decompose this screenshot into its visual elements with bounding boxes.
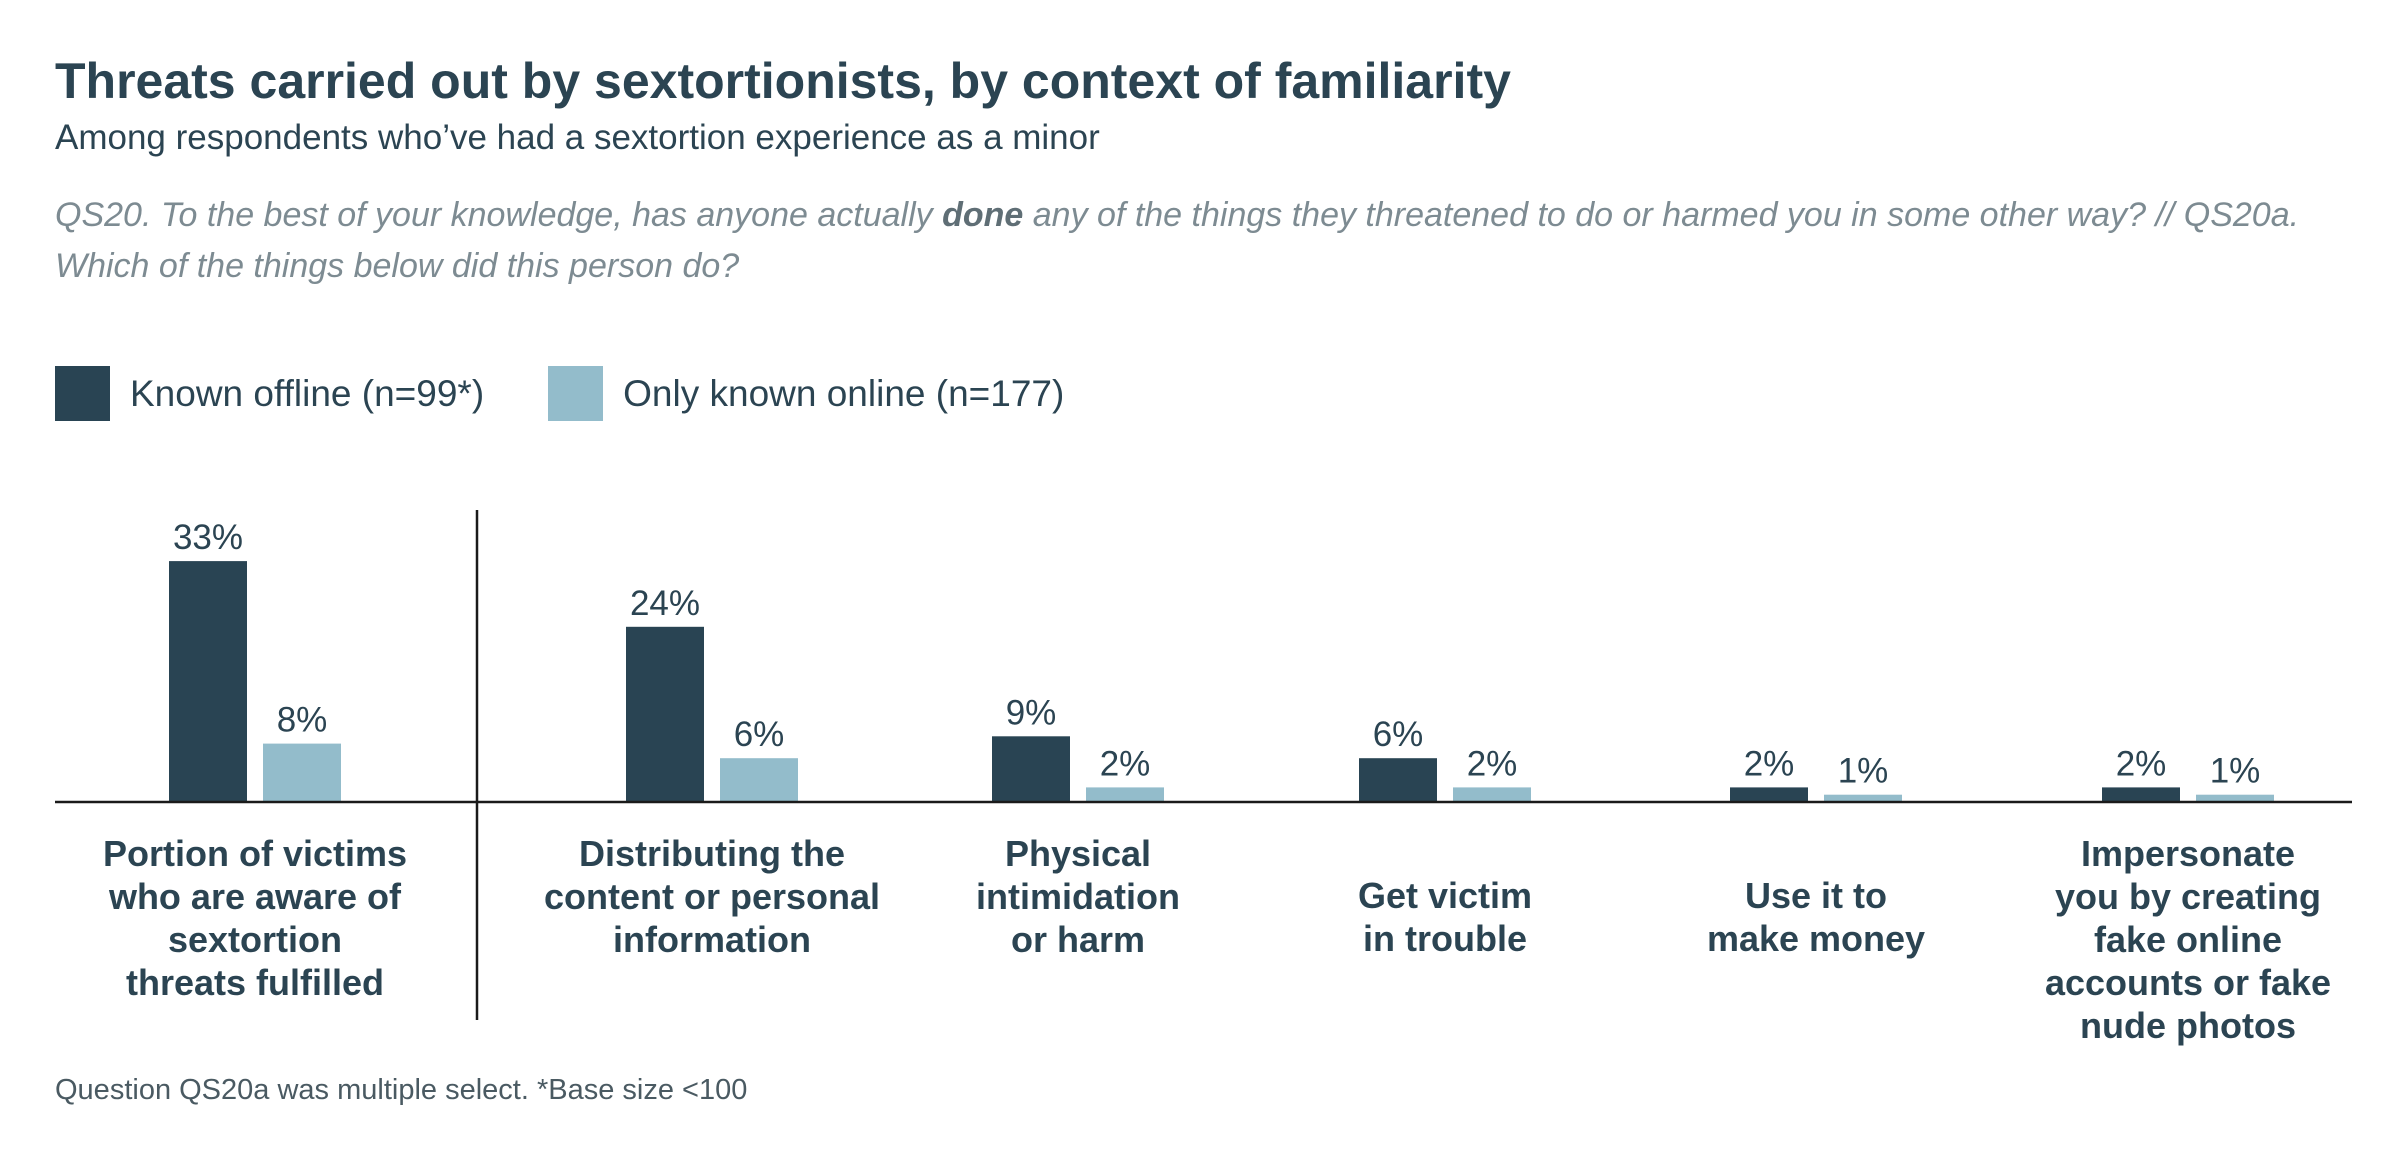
- question-text-continued: any of the things they threatened to do …: [55, 196, 2300, 285]
- legend-swatch-only-known-online: [548, 366, 604, 421]
- data-label-known-offline-n-99-2: 24%: [630, 584, 700, 623]
- bar-known-offline-n-99-4: [1359, 758, 1437, 802]
- category-label-1-line-2: who are aware of: [108, 876, 402, 917]
- legend-label-only-known-online: Only known online (n=177): [623, 372, 1065, 414]
- category-label-1-line-1: Portion of victims: [103, 833, 407, 874]
- data-label-only-known-online-n-177-4: 2%: [1467, 744, 1518, 783]
- data-label-known-offline-n-99-6: 2%: [2116, 744, 2167, 783]
- category-label-5-line-1: Use it to: [1745, 875, 1887, 916]
- bar-only-known-online-n-177-4: [1453, 787, 1531, 802]
- data-label-known-offline-n-99-5: 2%: [1744, 744, 1795, 783]
- survey-question: QS20. To the best of your knowledge, has…: [55, 190, 2385, 292]
- bar-known-offline-n-99-3: [992, 736, 1070, 802]
- legend-swatch-known-offline: [55, 366, 110, 421]
- category-label-6-line-2: you by creating: [2055, 876, 2321, 917]
- data-label-only-known-online-n-177-6: 1%: [2210, 752, 2261, 791]
- category-label-2-line-3: information: [613, 919, 811, 960]
- data-label-known-offline-n-99-3: 9%: [1006, 693, 1057, 732]
- category-label-2-line-2: content or personal: [544, 876, 880, 917]
- legend-label-known-offline: Known offline (n=99*): [130, 372, 485, 414]
- category-label-3-line-1: Physical: [1005, 833, 1151, 874]
- category-label-2-line-1: Distributing the: [579, 833, 845, 874]
- legend-item-only-known-online: Only known online (n=177): [548, 366, 1064, 421]
- category-label-1-line-4: threats fulfilled: [126, 962, 384, 1003]
- bar-only-known-online-n-177-6: [2196, 794, 2274, 802]
- data-label-only-known-online-n-177-2: 6%: [734, 715, 785, 754]
- chart-title: Threats carried out by sextortionists, b…: [55, 53, 1511, 109]
- data-label-known-offline-n-99-4: 6%: [1373, 715, 1424, 754]
- category-label-5-line-2: make money: [1707, 918, 1925, 959]
- bar-only-known-online-n-177-3: [1086, 787, 1164, 802]
- category-label-6-line-5: nude photos: [2080, 1005, 2296, 1046]
- data-label-only-known-online-n-177-3: 2%: [1100, 744, 1151, 783]
- question-text: QS20. To the best of your knowledge, has…: [55, 196, 943, 234]
- category-label-3-line-3: or harm: [1011, 919, 1145, 960]
- data-label-only-known-online-n-177-1: 8%: [277, 701, 328, 740]
- question-emphasis: done: [942, 196, 1024, 234]
- category-label-4-line-2: in trouble: [1363, 918, 1527, 959]
- category-label-1-line-3: sextortion: [168, 919, 342, 960]
- chart-subtitle: Among respondents who’ve had a sextortio…: [55, 118, 1100, 157]
- bar-known-offline-n-99-6: [2102, 787, 2180, 802]
- category-label-4-line-1: Get victim: [1358, 875, 1532, 916]
- legend-item-known-offline: Known offline (n=99*): [55, 366, 484, 421]
- bar-known-offline-n-99-2: [626, 626, 704, 802]
- bar-known-offline-n-99-1: [169, 561, 247, 802]
- data-label-only-known-online-n-177-5: 1%: [1838, 752, 1889, 791]
- footnote: Question QS20a was multiple select. *Bas…: [55, 1074, 748, 1106]
- category-label-3-line-2: intimidation: [976, 876, 1180, 917]
- bar-only-known-online-n-177-1: [263, 743, 341, 802]
- bar-known-offline-n-99-5: [1730, 787, 1808, 802]
- data-label-known-offline-n-99-1: 33%: [173, 518, 243, 557]
- legend: Known offline (n=99*) Only known online …: [55, 366, 1128, 421]
- category-label-6-line-4: accounts or fake: [2045, 962, 2331, 1003]
- bar-only-known-online-n-177-2: [720, 758, 798, 802]
- bar-only-known-online-n-177-5: [1824, 794, 1902, 802]
- category-label-6-line-3: fake online: [2094, 919, 2282, 960]
- category-label-6-line-1: Impersonate: [2081, 833, 2295, 874]
